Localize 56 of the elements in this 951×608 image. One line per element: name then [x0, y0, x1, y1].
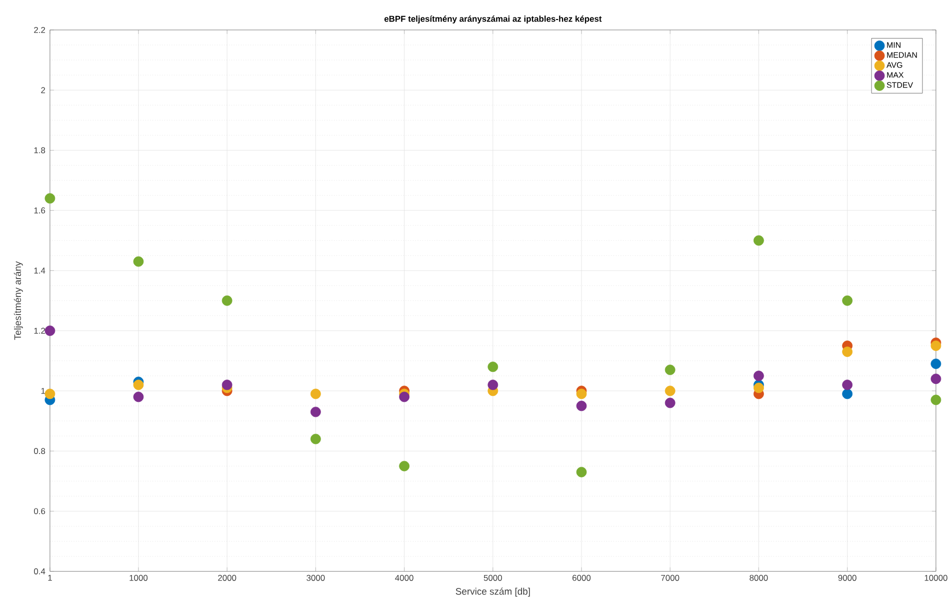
point — [310, 388, 321, 399]
point — [842, 346, 853, 357]
point — [133, 380, 144, 390]
point — [44, 193, 56, 204]
point — [754, 235, 764, 246]
point — [133, 256, 144, 267]
point — [44, 325, 56, 336]
x-tick-label: 8000 — [750, 574, 768, 581]
point — [222, 380, 232, 390]
x-tick-label: 4000 — [395, 574, 414, 581]
point — [44, 388, 56, 399]
x-tick-label: 6000 — [572, 574, 591, 581]
y-tick-label: 0.4 — [34, 568, 46, 574]
point — [399, 392, 410, 402]
point — [310, 434, 321, 444]
point — [842, 295, 853, 306]
y-tick-label: 2 — [41, 87, 46, 93]
y-tick-label: 1.6 — [34, 207, 46, 214]
x-tick-label: 5000 — [484, 574, 502, 581]
x-axis-title: Service szám [db] — [456, 588, 530, 596]
point — [930, 340, 942, 351]
point — [576, 400, 587, 411]
x-tick-label: 10000 — [924, 574, 948, 581]
point — [930, 358, 942, 369]
y-tick-label: 1.8 — [34, 147, 46, 154]
point — [754, 370, 764, 381]
point — [930, 394, 942, 405]
x-tick-label: 9000 — [838, 574, 856, 581]
y-tick-label: 0.6 — [34, 508, 46, 514]
point — [576, 388, 587, 399]
y-tick-label: 1.4 — [34, 268, 46, 274]
point — [488, 380, 498, 390]
chart-title: eBPF teljesítmény arányszámai az iptables-hez képest — [384, 15, 602, 24]
point — [842, 388, 853, 399]
point — [488, 361, 498, 372]
point — [754, 382, 764, 393]
y-tick-label: 0.8 — [34, 448, 46, 454]
x-tick-label: 7000 — [661, 574, 680, 581]
point — [842, 380, 853, 390]
x-tick-label: 2000 — [218, 574, 236, 581]
y-tick-label: 2.2 — [34, 26, 46, 33]
x-tick-label: 3000 — [306, 574, 325, 581]
y-axis-title: Teljesítmény arány — [14, 261, 23, 340]
point — [576, 466, 587, 478]
x-tick-label: 1000 — [130, 574, 148, 581]
point — [664, 398, 676, 408]
point — [664, 364, 676, 375]
point — [310, 406, 321, 417]
point — [133, 392, 144, 402]
point — [399, 460, 410, 472]
point — [930, 374, 942, 384]
point — [222, 295, 232, 306]
y-tick-label: 1 — [41, 388, 46, 394]
x-tick-label: 1 — [48, 574, 52, 581]
y-tick-label: 1.2 — [34, 328, 46, 334]
point — [664, 386, 676, 396]
